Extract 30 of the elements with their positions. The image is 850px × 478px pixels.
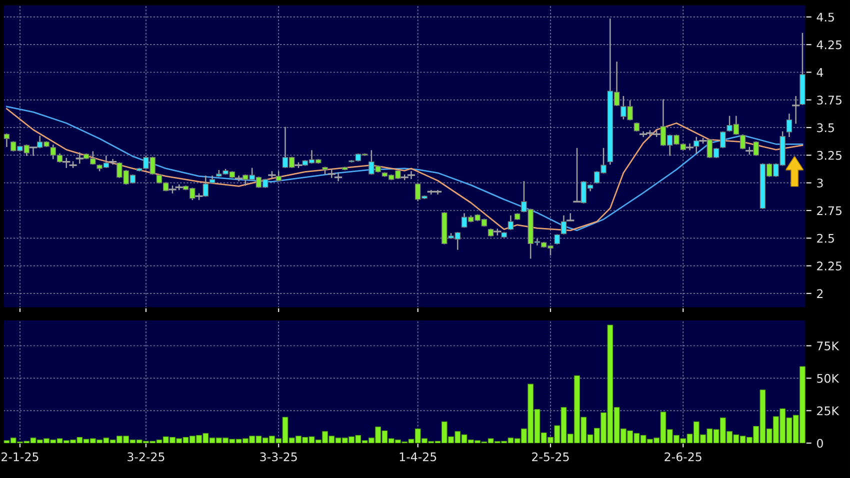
y-tick-label: 25K <box>817 406 840 416</box>
candlestick <box>76 152 84 164</box>
y-tick-label: 2.5 <box>817 234 834 243</box>
x-tick-label: 2-6-25 <box>664 452 702 462</box>
y-tick-label: 0 <box>816 438 823 448</box>
y-tick-label: 75K <box>817 342 840 350</box>
candlestick <box>4 134 10 147</box>
candlestick <box>786 114 792 138</box>
y-tick-label: 50K <box>817 374 840 383</box>
y-tick-label: 2.25 <box>817 262 842 270</box>
y-tick-label: 3.75 <box>817 96 842 105</box>
candlestick <box>720 131 726 148</box>
candlestick <box>792 96 800 124</box>
x-tick-label: 3-2-25 <box>128 452 164 462</box>
y-tick-label: 3.5 <box>817 123 834 132</box>
candlestick <box>109 159 117 165</box>
x-tick-label: 2-5-25 <box>532 452 569 462</box>
y-tick-label: 3 <box>817 178 823 188</box>
y-tick-label: 2 <box>817 289 823 298</box>
y-tick-label: 4 <box>816 68 824 77</box>
y-tick-label: 4.25 <box>816 40 842 50</box>
y-tick-label: 3.25 <box>817 150 842 160</box>
candlestick <box>508 215 514 230</box>
x-tick-label: 3-3-25 <box>260 452 297 462</box>
y-tick-label: 2.75 <box>817 206 842 216</box>
y-tick-label: 4.5 <box>816 12 834 22</box>
candlestick <box>573 148 581 202</box>
candlestick <box>740 134 746 150</box>
x-tick-label: 1-4-25 <box>400 452 436 462</box>
x-tick-label: 2-1-25 <box>2 452 38 462</box>
